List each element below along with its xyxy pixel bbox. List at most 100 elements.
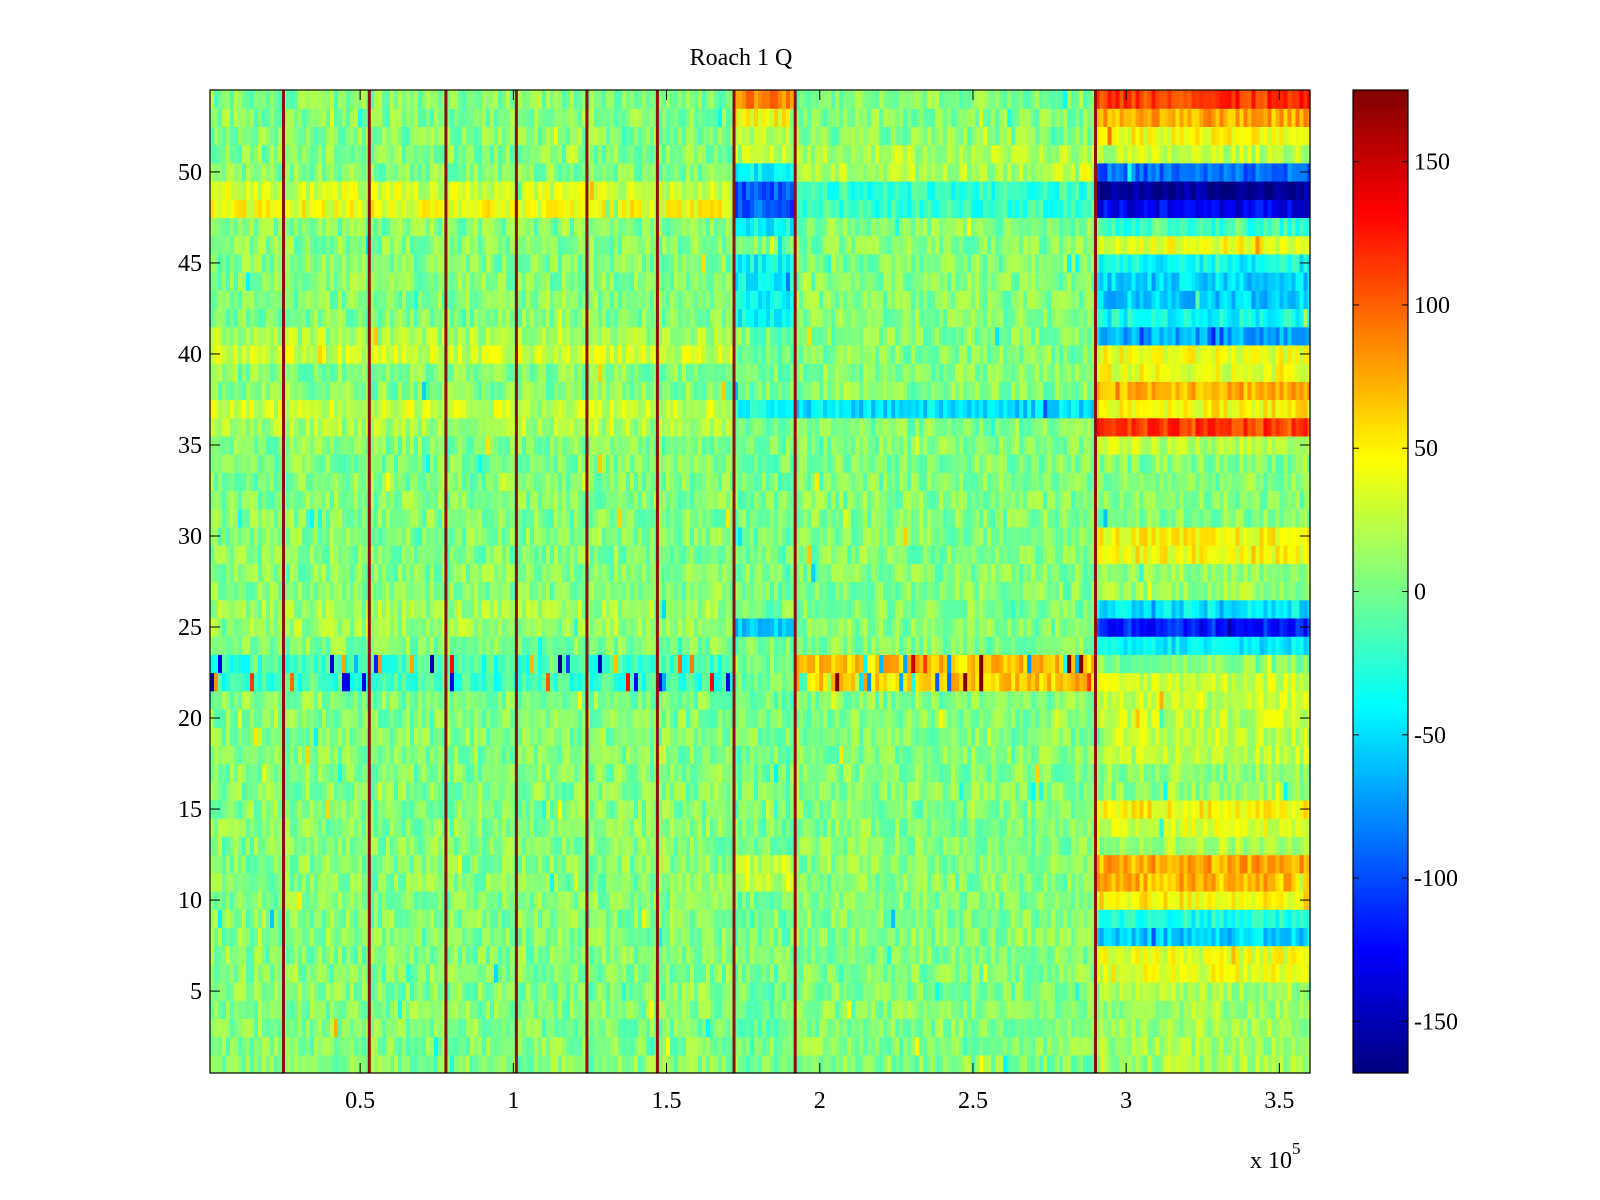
heatmap-cell (714, 927, 719, 947)
heatmap-cell (706, 599, 711, 619)
heatmap-cell (614, 381, 619, 401)
heatmap-cell (294, 490, 299, 510)
heatmap-cell (354, 563, 359, 583)
heatmap-cell (690, 981, 695, 1001)
heatmap-cell (518, 672, 523, 692)
heatmap-cell (238, 799, 243, 819)
heatmap-cell (378, 927, 383, 947)
heatmap-cell (278, 872, 283, 892)
heatmap-cell (566, 927, 571, 947)
heatmap-cell (542, 763, 547, 783)
heatmap-cell (666, 417, 671, 437)
heatmap-cell (546, 654, 551, 674)
heatmap-cell (238, 927, 243, 947)
heatmap-cell (234, 472, 239, 492)
heatmap-cell (694, 417, 699, 437)
heatmap-cell (554, 981, 559, 1001)
heatmap-cell (210, 854, 215, 874)
heatmap-cell (322, 454, 327, 473)
heatmap-cell (630, 636, 635, 655)
heatmap-cell (594, 381, 599, 401)
heatmap-cell (250, 472, 255, 492)
heatmap-cell (278, 599, 283, 619)
heatmap-cell (266, 818, 271, 837)
heatmap-cell (250, 381, 255, 401)
heatmap-cell (642, 890, 647, 910)
heatmap-cell (290, 909, 295, 928)
heatmap-cell (246, 763, 251, 783)
heatmap-cell (302, 526, 307, 546)
heatmap-cell (354, 672, 359, 692)
heatmap-cell (730, 872, 735, 892)
heatmap-cell (614, 981, 619, 1001)
heatmap-cell (518, 945, 523, 965)
heatmap-cell (362, 890, 367, 910)
heatmap-cell (450, 909, 455, 928)
heatmap-cell (562, 599, 567, 619)
heatmap-cell (698, 563, 703, 583)
heatmap-cell (286, 945, 291, 965)
heatmap-cell (414, 617, 419, 637)
heatmap-cell (426, 781, 431, 801)
heatmap-cell (266, 654, 271, 674)
heatmap-cell (566, 890, 571, 910)
heatmap-cell (594, 1018, 599, 1038)
heatmap-cell (538, 927, 543, 947)
heatmap-cell (558, 599, 563, 619)
heatmap-cell (458, 617, 463, 637)
heatmap-cell (342, 672, 347, 692)
heatmap-cell (402, 909, 407, 928)
heatmap-cell (298, 545, 303, 564)
heatmap-cell (730, 727, 735, 746)
heatmap-cell (354, 581, 359, 601)
heatmap-cell (318, 636, 323, 655)
heatmap-cell (610, 1000, 615, 1019)
heatmap-cell (690, 1054, 695, 1074)
heatmap-cell (502, 963, 507, 983)
heatmap-cell (298, 617, 303, 637)
heatmap-cell (394, 945, 399, 965)
heatmap-cell (702, 909, 707, 928)
heatmap-cell (358, 508, 363, 528)
heatmap-cell (362, 381, 367, 401)
heatmap-cell (486, 854, 491, 874)
heatmap-cell (570, 1054, 575, 1074)
heatmap-cell (246, 490, 251, 510)
heatmap-cell (218, 927, 223, 947)
heatmap-cell (414, 854, 419, 874)
heatmap-cell (486, 1000, 491, 1019)
heatmap-cell (534, 909, 539, 928)
heatmap-cell (422, 799, 427, 819)
heatmap-cell (486, 617, 491, 637)
heatmap-cell (562, 490, 567, 510)
heatmap-cell (274, 854, 279, 874)
heatmap-cell (334, 1000, 339, 1019)
heatmap-cell (530, 435, 535, 455)
heatmap-cell (310, 909, 315, 928)
heatmap-cell (538, 799, 543, 819)
heatmap-cell (410, 672, 415, 692)
heatmap-cell (434, 672, 439, 692)
heatmap-cell (438, 654, 443, 674)
heatmap-cell (638, 945, 643, 965)
heatmap-cell (266, 1000, 271, 1019)
heatmap-cell (590, 909, 595, 928)
heatmap-cell (682, 636, 687, 655)
heatmap-cell (430, 1036, 435, 1056)
heatmap-cell (218, 363, 223, 382)
heatmap-cell (410, 854, 415, 874)
heatmap-cell (258, 508, 263, 528)
heatmap-cell (462, 545, 467, 564)
heatmap-cell (490, 490, 495, 510)
heatmap-cell (534, 727, 539, 746)
heatmap-cell (210, 581, 215, 601)
heatmap-cell (518, 781, 523, 801)
heatmap-cell (730, 690, 735, 710)
heatmap-cell (626, 1018, 631, 1038)
heatmap-cell (714, 490, 719, 510)
heatmap-cell (398, 799, 403, 819)
heatmap-cell (250, 836, 255, 856)
heatmap-cell (702, 854, 707, 874)
heatmap-cell (430, 545, 435, 564)
heatmap-cell (358, 545, 363, 564)
